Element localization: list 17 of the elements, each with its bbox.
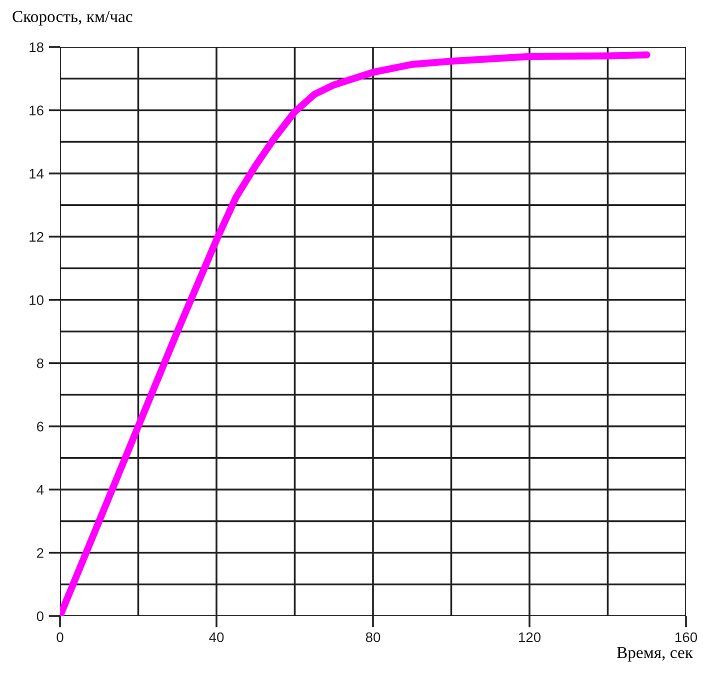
y-tick-label: 6	[37, 422, 44, 432]
y-tick-label: 12	[30, 232, 44, 242]
y-tick-label: 14	[30, 168, 44, 178]
y-tick-label: 16	[30, 106, 44, 116]
y-tick-label: 4	[36, 485, 44, 495]
x-tick-label: 40	[209, 632, 224, 642]
x-tick-label: 80	[366, 632, 380, 642]
x-tick-label: 160	[675, 632, 698, 642]
y-tick-label: 2	[37, 548, 44, 558]
y-tick-label: 8	[36, 358, 44, 368]
x-axis-title: Время, сек	[616, 647, 694, 662]
y-axis-title: Скорость, км/час	[12, 10, 132, 26]
y-tick-label: 0	[36, 611, 44, 622]
y-tick-label: 18	[30, 42, 44, 52]
x-tick-label: 120	[518, 632, 541, 642]
y-tick-label: 10	[30, 295, 44, 306]
x-tick-label: 0	[56, 632, 64, 642]
